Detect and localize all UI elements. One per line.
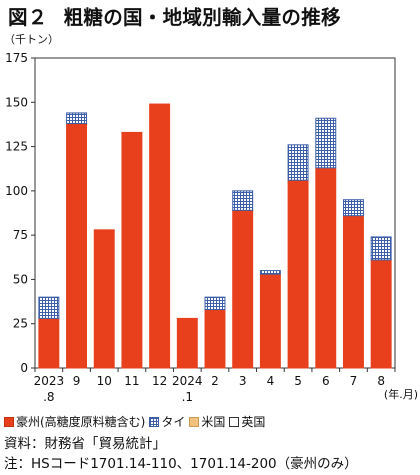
bar-segment: [259, 273, 281, 369]
y-tick-label: 125: [5, 140, 28, 154]
y-tick-label: 150: [5, 95, 28, 109]
x-tick-label: 4: [267, 374, 275, 388]
legend-label-uk: 英国: [241, 415, 266, 429]
y-tick-label: 100: [5, 184, 28, 198]
legend-item-thailand: タイ: [149, 413, 185, 430]
footnote: 注：HSコード1701.14-110、1701.14-200（豪州のみ）: [4, 456, 358, 472]
bar-segment: [121, 131, 143, 369]
bar-segment: [287, 144, 309, 181]
x-tick-label: 12: [152, 374, 167, 388]
y-tick-label: 0: [20, 361, 28, 375]
legend-label-usa: 米国: [201, 415, 226, 429]
bar-segment: [204, 296, 226, 311]
bar-segment: [66, 112, 88, 125]
bar-segment: [232, 209, 254, 369]
x-tick-label: .1: [182, 390, 193, 404]
figure-title: 粗糖の国・地域別輸入量の推移: [63, 6, 341, 29]
legend-item-usa: 米国: [189, 413, 225, 430]
legend-item-uk: 英国: [229, 413, 265, 430]
bar-segment: [66, 123, 88, 369]
x-tick-label: 5: [294, 374, 302, 388]
legend-swatch-usa: [189, 416, 200, 427]
legend-label-australia: 豪州(高糖度原料糖含む): [16, 415, 146, 429]
legend-swatch-thailand: [149, 416, 160, 427]
bar-segment: [342, 215, 364, 369]
x-tick-label: 2024: [172, 374, 203, 388]
bar-segment: [232, 190, 254, 211]
y-tick-label: 25: [13, 317, 28, 331]
y-tick-label: 175: [5, 51, 28, 65]
bar-segment: [287, 179, 309, 369]
legend-swatch-australia: [4, 416, 14, 427]
bar-segment: [315, 117, 337, 169]
x-tick-label: 7: [350, 374, 358, 388]
x-tick-label: .8: [43, 390, 54, 404]
y-tick-label: 75: [13, 228, 28, 242]
legend-item-australia: 豪州(高糖度原料糖含む): [4, 413, 145, 430]
chart-title: 図２ 粗糖の国・地域別輸入量の推移: [6, 1, 341, 30]
x-tick-label: 6: [322, 374, 330, 388]
x-tick-label: 2023: [34, 374, 65, 388]
x-tick-label: 2: [211, 374, 219, 388]
legend-label-thailand: タイ: [161, 415, 186, 429]
bar-segment: [149, 103, 171, 369]
y-axis-unit: （千トン）: [4, 33, 59, 46]
x-tick-label: 3: [239, 374, 247, 388]
bar-segment: [315, 167, 337, 369]
chart-legend: 豪州(高糖度原料糖含む) タイ 米国 英国: [4, 413, 269, 430]
x-tick-label: 9: [73, 374, 81, 388]
bar-segment: [93, 229, 115, 369]
figure-number: 図２: [8, 6, 48, 29]
bar-segment: [38, 317, 60, 369]
source-note: 資料：財務省「貿易統計」: [4, 436, 166, 452]
bar-segment: [370, 236, 392, 261]
x-tick-label: 11: [124, 374, 139, 388]
x-tick-label: 10: [97, 374, 112, 388]
bar-segment: [370, 259, 392, 369]
legend-swatch-uk: [229, 416, 240, 427]
bar-segment: [38, 296, 60, 319]
bar-segment: [342, 199, 364, 217]
bar-segment: [259, 270, 281, 275]
bar-segment: [204, 309, 226, 369]
x-axis-unit: (年.月): [384, 387, 418, 401]
y-tick-label: 50: [13, 272, 28, 286]
x-tick-label: 8: [377, 374, 385, 388]
bar-segment: [176, 317, 198, 369]
